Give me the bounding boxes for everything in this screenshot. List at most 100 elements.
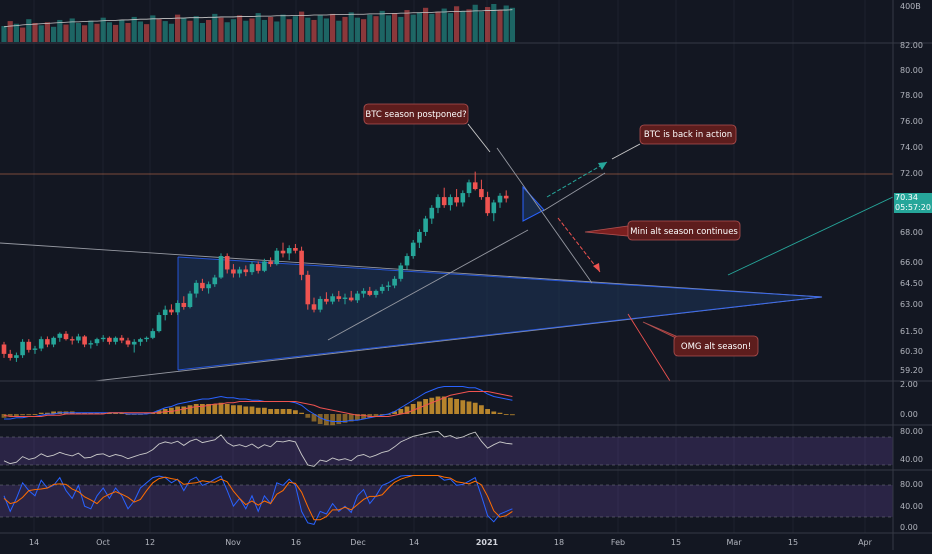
candle-body [169, 309, 174, 313]
macd-histogram-bar [144, 412, 149, 414]
candle-body [379, 286, 385, 291]
macd-histogram-bar [156, 410, 162, 414]
bearish-arrow-head [593, 263, 600, 272]
macd-histogram-bar [429, 397, 435, 414]
candle-body [100, 337, 106, 340]
price-axis[interactable]: 82.00 80.00 78.00 76.00 74.00 72.00 68.00 66.00… [900, 2, 923, 532]
callout-mini-alt[interactable]: Mini alt season continues [627, 220, 741, 241]
macd-histogram-bar [435, 396, 441, 414]
candle-body [26, 341, 32, 350]
candle-body [466, 182, 472, 194]
candle-body [231, 269, 236, 274]
time-tick-label: Oct [96, 538, 110, 547]
candle-body [69, 339, 75, 341]
volume-bar [168, 23, 174, 42]
time-tick-label: Apr [858, 538, 873, 547]
candle-body [479, 189, 484, 198]
annotation-text: BTC is back in action [644, 130, 732, 140]
time-tick-label: 2021 [476, 538, 499, 547]
time-axis[interactable]: 14 Oct 12 Nov 16 Dec 14 2021 18 Feb 15 Mar 15 Apr [29, 538, 873, 547]
candle-body [181, 302, 187, 307]
candle-body [76, 336, 81, 341]
small-triangle-pattern[interactable] [522, 185, 545, 222]
macd-histogram-bar [392, 411, 397, 414]
bearish-projection-line[interactable] [627, 313, 671, 382]
macd-histogram-bar [94, 412, 100, 414]
volume-bar [218, 17, 224, 42]
volume-bar [156, 19, 162, 42]
candle-body [423, 218, 428, 232]
candle-body [138, 339, 143, 342]
time-tick-label: 14 [409, 538, 419, 547]
volume-bar [398, 16, 404, 42]
candle-body [268, 261, 273, 265]
macd-histogram-bar [231, 405, 236, 414]
volume-bar [88, 20, 94, 42]
candle-body [38, 339, 44, 349]
volume-bar [410, 14, 416, 43]
macd-histogram-bar [441, 396, 447, 414]
candle-body [63, 333, 69, 340]
candle-body [293, 248, 298, 251]
parallel-channel-line[interactable] [542, 172, 606, 212]
candle-body [460, 193, 466, 203]
macd-histogram-bar [206, 404, 211, 414]
price-tick-label: 63.00 [900, 300, 923, 309]
macd-histogram-bar [181, 406, 187, 414]
macd-histogram-bar [286, 409, 292, 414]
bullish-arrow-head [598, 162, 607, 170]
candle-body [1, 344, 7, 354]
volume-bar [354, 17, 360, 42]
candle-body [218, 256, 224, 278]
triangle-upper-edge[interactable] [177, 256, 823, 298]
volume-bar [392, 13, 398, 43]
volume-bar [187, 20, 193, 42]
macd-tick-label: 2.00 [900, 380, 918, 389]
volume-bar [268, 16, 274, 42]
volume-bar [13, 23, 19, 42]
falling-trendline[interactable] [496, 147, 593, 284]
triangle-lower-edge[interactable] [177, 296, 823, 371]
candle-body [497, 195, 503, 203]
stoch-tick-label: 0.00 [900, 523, 918, 532]
candle-body [330, 296, 335, 302]
price-tick-label: 76.00 [900, 117, 923, 126]
volume-bar [342, 16, 348, 42]
candle-body [107, 337, 112, 342]
volume-bar [20, 27, 26, 42]
bearish-arrow-line[interactable] [557, 217, 601, 273]
callout-btc-back[interactable]: BTC is back in action [639, 124, 737, 145]
callout-btc-postponed[interactable]: BTC season postponed? [363, 103, 469, 125]
macd-histogram-bar [268, 409, 273, 414]
price-tick-label: 59.20 [900, 366, 923, 375]
candle-body [305, 274, 311, 305]
candle-body [336, 296, 342, 299]
bullish-projection-line[interactable] [727, 196, 894, 276]
candle-body [348, 297, 354, 301]
macd-histogram-bar [76, 412, 81, 414]
volume-bar [224, 22, 230, 42]
price-tick-label: 72.00 [900, 169, 923, 178]
volume-bar [435, 11, 441, 43]
bar-countdown-label: 05:57:20 [894, 203, 932, 213]
volume-bar [199, 23, 205, 42]
rising-trendline[interactable] [327, 229, 529, 341]
candle-body [14, 355, 19, 358]
candle-body [249, 264, 255, 273]
macd-histogram-bar [280, 409, 286, 414]
stoch-pane [3, 475, 513, 525]
bullish-arrow-line[interactable] [546, 161, 608, 198]
annotation-text: OMG alt season! [681, 342, 751, 352]
volume-bar [330, 13, 336, 42]
candle-body [472, 182, 478, 190]
time-tick-label: Feb [611, 538, 625, 547]
callout-omg-alt[interactable]: OMG alt season! [673, 335, 759, 357]
macd-histogram-bar [200, 404, 205, 414]
volume-bar [361, 19, 367, 42]
candle-body [398, 265, 404, 279]
price-tick-label: 80.00 [900, 66, 923, 75]
volume-bar [131, 16, 137, 42]
volume-bar [1, 26, 7, 42]
